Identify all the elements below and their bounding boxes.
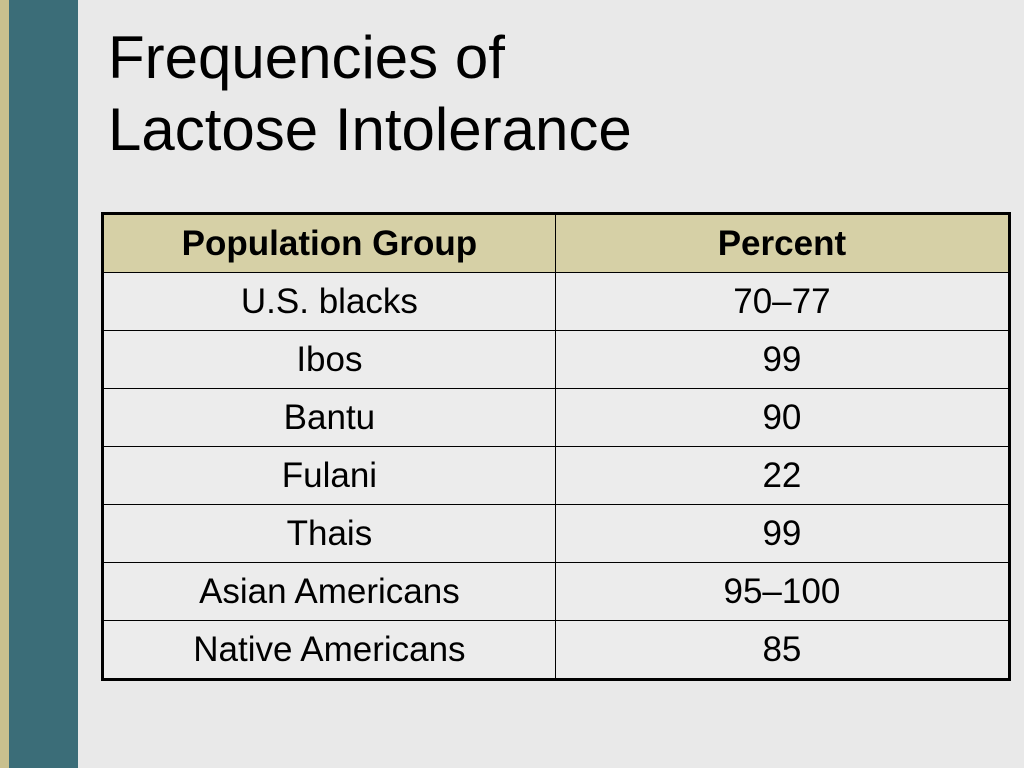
cell-population-group: Fulani bbox=[102, 446, 556, 505]
cell-percent: 90 bbox=[554, 388, 1011, 447]
table-row: Fulani 22 bbox=[102, 446, 1011, 505]
table-header-row: Population Group Percent bbox=[102, 213, 1011, 273]
slide-title-line-1: Frequencies of bbox=[108, 24, 505, 91]
cell-percent: 99 bbox=[554, 330, 1011, 389]
table-row: Bantu 90 bbox=[102, 388, 1011, 447]
cell-percent: 99 bbox=[554, 504, 1011, 563]
cell-percent: 22 bbox=[554, 446, 1011, 505]
table-row: Asian Americans 95–100 bbox=[102, 562, 1011, 621]
cell-population-group: Bantu bbox=[102, 388, 556, 447]
cell-percent: 95–100 bbox=[554, 562, 1011, 621]
cell-percent: 85 bbox=[554, 620, 1011, 680]
cell-percent: 70–77 bbox=[554, 272, 1011, 331]
left-accent-stripe-teal bbox=[9, 0, 78, 768]
table-row: Ibos 99 bbox=[102, 330, 1011, 389]
table-row: Thais 99 bbox=[102, 504, 1011, 563]
table-row: U.S. blacks 70–77 bbox=[102, 272, 1011, 331]
header-population-group: Population Group bbox=[102, 213, 556, 273]
slide-title-line-2: Lactose Intolerance bbox=[108, 96, 632, 163]
lactose-intolerance-table: Population Group Percent U.S. blacks 70–… bbox=[101, 212, 1011, 681]
header-percent: Percent bbox=[554, 213, 1011, 273]
cell-population-group: U.S. blacks bbox=[102, 272, 556, 331]
cell-population-group: Thais bbox=[102, 504, 556, 563]
slide-title: Frequencies of Lactose Intolerance bbox=[108, 22, 632, 166]
cell-population-group: Ibos bbox=[102, 330, 556, 389]
table-row: Native Americans 85 bbox=[102, 620, 1011, 680]
cell-population-group: Asian Americans bbox=[102, 562, 556, 621]
cell-population-group: Native Americans bbox=[102, 620, 556, 680]
left-accent-stripe-tan bbox=[0, 0, 9, 768]
